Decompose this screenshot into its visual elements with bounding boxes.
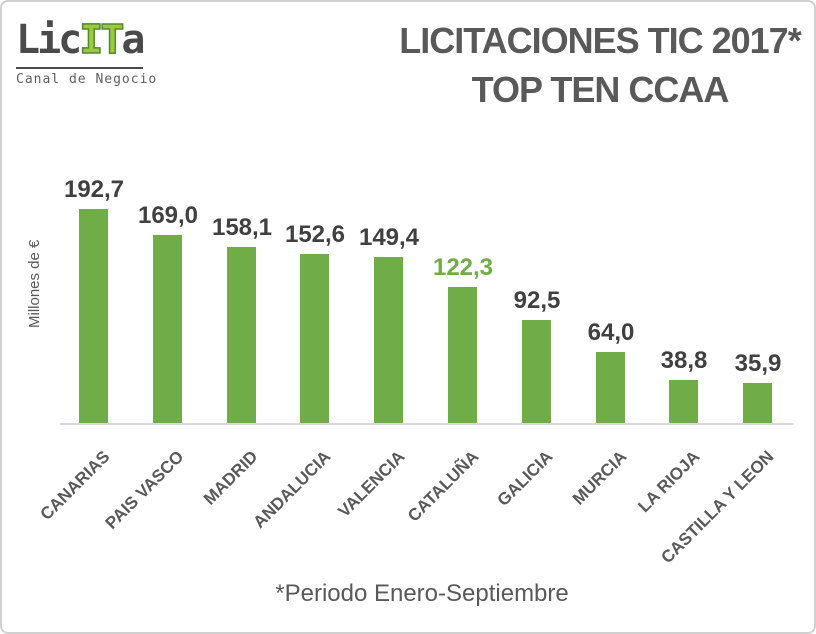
licita-logo: LicITa Canal de Negocio: [16, 14, 157, 87]
logo-text-prefix: Lic: [16, 17, 82, 63]
category-label-andalucia: ANDALUCIA: [249, 447, 335, 532]
logo-text-highlight: IT: [78, 16, 125, 64]
logo-wordmark: LicITa: [16, 14, 146, 69]
value-label-madrid: 158,1: [211, 214, 273, 241]
category-label-madrid: MADRID: [199, 447, 262, 509]
bar-andalucia: [300, 254, 329, 423]
value-label-andalucia: 152,6: [284, 221, 346, 248]
bar-pais-vasco: [153, 235, 182, 423]
bar-murcia: [596, 352, 625, 423]
category-label-canarias: CANARIAS: [36, 447, 114, 524]
category-label-galicia: GALICIA: [493, 447, 557, 510]
bar-la-rioja: [669, 380, 698, 423]
bar-canarias: [79, 209, 108, 423]
bar-galicia: [522, 320, 551, 423]
chart-title-line1: LICITACIONES TIC 2017*: [399, 20, 801, 61]
footnote: *Periodo Enero-Septiembre: [275, 580, 569, 607]
value-label-canarias: 192,7: [63, 176, 125, 203]
logo-text-suffix: a: [121, 17, 145, 63]
value-label-catalu-a: 122,3: [432, 254, 494, 281]
bar-catalu-a: [448, 287, 477, 423]
category-label-la-rioja: LA RIOJA: [634, 447, 704, 517]
bar-madrid: [227, 247, 256, 423]
logo-subtitle: Canal de Negocio: [16, 72, 158, 87]
chart-title-line2: TOP TEN CCAA: [471, 69, 730, 110]
bar-castilla-y-leon: [743, 383, 772, 423]
value-label-valencia: 149,4: [358, 224, 420, 251]
category-label-pais-vasco: PAIS VASCO: [101, 447, 188, 533]
category-label-castilla-y-leon: CASTILLA Y LEON: [657, 447, 778, 568]
x-axis-line: [60, 423, 793, 425]
y-axis-label: Millones de €: [26, 239, 43, 329]
value-label-pais-vasco: 169,0: [137, 202, 199, 229]
value-label-la-rioja: 38,8: [660, 347, 708, 374]
value-label-castilla-y-leon: 35,9: [734, 350, 782, 377]
chart-title: LICITACIONES TIC 2017* TOP TEN CCAA: [388, 16, 812, 114]
category-label-valencia: VALENCIA: [334, 447, 409, 521]
value-label-murcia: 64,0: [587, 319, 635, 346]
bar-valencia: [374, 257, 403, 423]
category-label-catalu-a: CATALUÑA: [404, 447, 483, 526]
value-label-galicia: 92,5: [513, 287, 561, 314]
category-label-murcia: MURCIA: [568, 447, 631, 509]
